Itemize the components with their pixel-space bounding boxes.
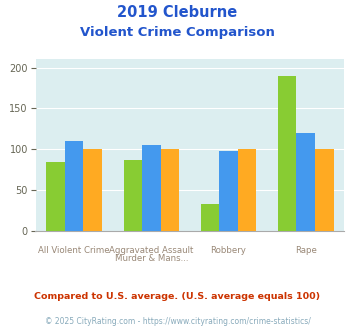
Text: All Violent Crime: All Violent Crime — [38, 246, 110, 255]
Bar — [160, 149, 179, 231]
Bar — [219, 151, 238, 231]
Text: Rape: Rape — [295, 246, 317, 255]
Text: Murder & Mans...: Murder & Mans... — [115, 254, 188, 263]
Bar — [278, 76, 296, 231]
Bar — [83, 149, 102, 231]
Bar — [315, 149, 334, 231]
Text: Robbery: Robbery — [211, 246, 246, 255]
Text: Aggravated Assault: Aggravated Assault — [109, 246, 193, 255]
Bar — [296, 133, 315, 231]
Bar — [46, 162, 65, 231]
Text: 2019 Cleburne: 2019 Cleburne — [118, 5, 237, 20]
Text: Compared to U.S. average. (U.S. average equals 100): Compared to U.S. average. (U.S. average … — [34, 292, 321, 301]
Bar — [124, 160, 142, 231]
Bar — [65, 141, 83, 231]
Bar — [201, 204, 219, 231]
Bar — [238, 149, 256, 231]
Text: Violent Crime Comparison: Violent Crime Comparison — [80, 26, 275, 39]
Bar — [142, 145, 160, 231]
Text: © 2025 CityRating.com - https://www.cityrating.com/crime-statistics/: © 2025 CityRating.com - https://www.city… — [45, 317, 310, 326]
